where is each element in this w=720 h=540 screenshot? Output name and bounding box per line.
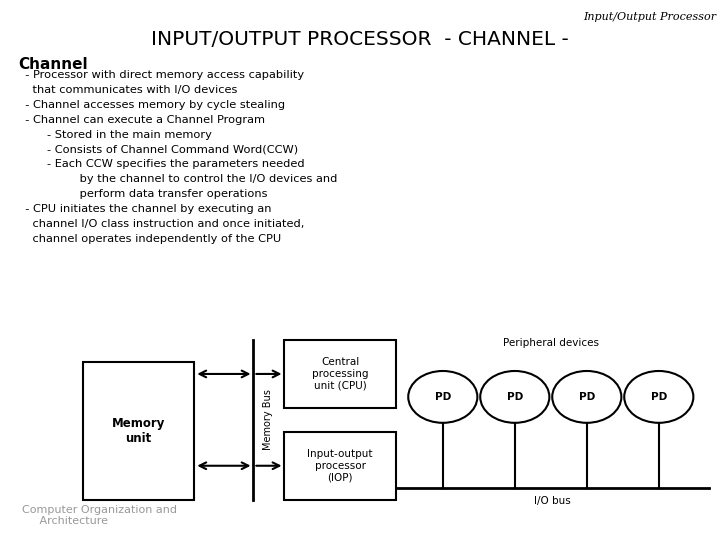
Bar — [284, 340, 396, 408]
Text: that communicates with I/O devices: that communicates with I/O devices — [18, 85, 238, 95]
Text: by the channel to control the I/O devices and: by the channel to control the I/O device… — [18, 174, 338, 184]
Text: PD: PD — [579, 392, 595, 402]
Text: INPUT/OUTPUT PROCESSOR  - CHANNEL -: INPUT/OUTPUT PROCESSOR - CHANNEL - — [151, 30, 569, 49]
Text: - CPU initiates the channel by executing an: - CPU initiates the channel by executing… — [18, 204, 271, 214]
Text: Channel: Channel — [18, 57, 88, 72]
Text: - Channel accesses memory by cycle stealing: - Channel accesses memory by cycle steal… — [18, 100, 285, 110]
Circle shape — [552, 371, 621, 423]
Text: PD: PD — [507, 392, 523, 402]
Circle shape — [624, 371, 693, 423]
Text: - Channel can execute a Channel Program: - Channel can execute a Channel Program — [18, 115, 265, 125]
Text: Input-output
processor
(IOP): Input-output processor (IOP) — [307, 449, 373, 482]
Text: Memory
unit: Memory unit — [112, 417, 166, 444]
Text: - Processor with direct memory access capability: - Processor with direct memory access ca… — [18, 70, 304, 80]
Text: I/O bus: I/O bus — [534, 496, 571, 506]
Text: PD: PD — [435, 392, 451, 402]
Text: Central
processing
unit (CPU): Central processing unit (CPU) — [312, 357, 369, 390]
Text: - Stored in the main memory: - Stored in the main memory — [18, 130, 212, 140]
Text: Memory Bus: Memory Bus — [263, 389, 273, 450]
Circle shape — [480, 371, 549, 423]
Text: PD: PD — [651, 392, 667, 402]
Circle shape — [408, 371, 477, 423]
Bar — [83, 362, 194, 500]
Text: Input/Output Processor: Input/Output Processor — [583, 12, 716, 22]
Text: perform data transfer operations: perform data transfer operations — [18, 189, 268, 199]
Text: - Consists of Channel Command Word(CCW): - Consists of Channel Command Word(CCW) — [18, 145, 298, 154]
Text: - Each CCW specifies the parameters needed: - Each CCW specifies the parameters need… — [18, 159, 305, 170]
Bar — [284, 432, 396, 500]
Text: Computer Organization and
     Architecture: Computer Organization and Architecture — [22, 505, 176, 526]
Text: Peripheral devices: Peripheral devices — [503, 338, 599, 348]
Text: channel operates independently of the CPU: channel operates independently of the CP… — [18, 233, 282, 244]
Text: channel I/O class instruction and once initiated,: channel I/O class instruction and once i… — [18, 219, 305, 229]
